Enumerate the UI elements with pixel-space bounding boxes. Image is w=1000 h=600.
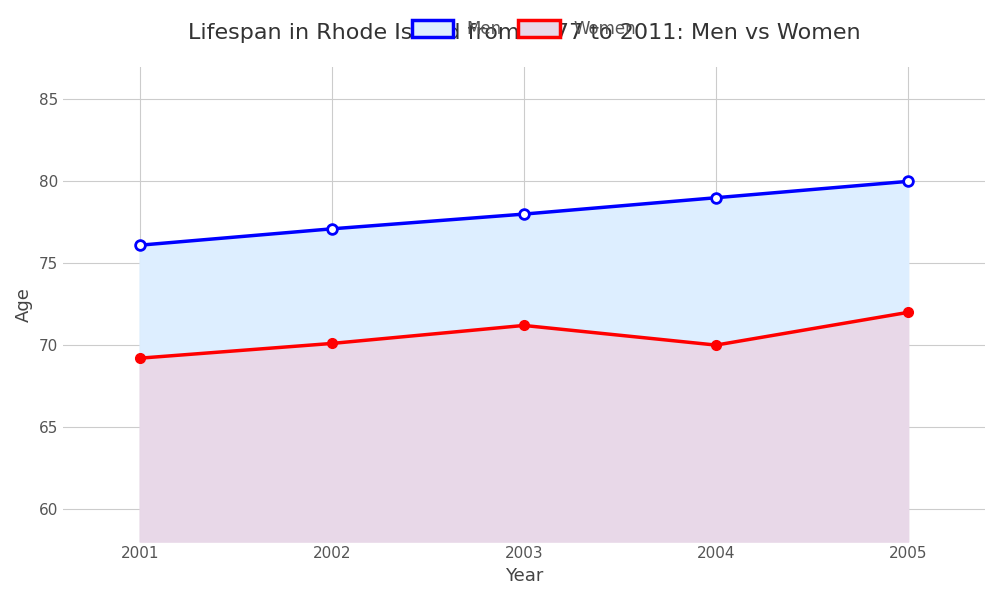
Legend: Men, Women: Men, Women [405,13,643,45]
Title: Lifespan in Rhode Island from 1977 to 2011: Men vs Women: Lifespan in Rhode Island from 1977 to 20… [188,23,860,43]
X-axis label: Year: Year [505,567,543,585]
Y-axis label: Age: Age [15,287,33,322]
